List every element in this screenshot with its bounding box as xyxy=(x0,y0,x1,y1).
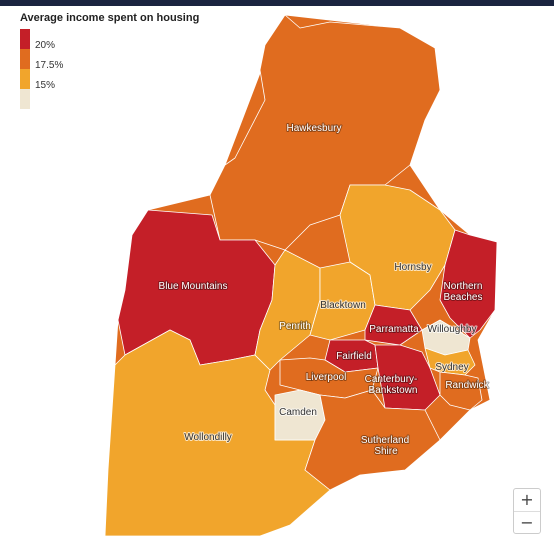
legend-row-20: 20% xyxy=(20,29,199,51)
zoom-in-button[interactable]: + xyxy=(520,490,534,509)
legend-tick-15: 15% xyxy=(35,80,56,91)
top-bar xyxy=(0,0,554,6)
legend-row-17-5: 17.5% xyxy=(20,49,199,71)
region-hornsby[interactable] xyxy=(339,184,456,311)
legend-row-low xyxy=(20,89,199,109)
legend-swatch-20 xyxy=(20,29,30,49)
region-northern-beaches[interactable] xyxy=(439,229,498,339)
legend-swatch-17-5 xyxy=(20,49,30,69)
legend: Average income spent on housing 20% 17.5… xyxy=(20,12,199,109)
legend-row-15: 15% xyxy=(20,69,199,91)
legend-swatch-15 xyxy=(20,69,30,89)
legend-swatch-low xyxy=(20,89,30,109)
region-camden[interactable] xyxy=(274,389,326,441)
zoom-out-button[interactable]: − xyxy=(514,511,540,534)
legend-title: Average income spent on housing xyxy=(20,12,200,24)
legend-tick-17-5: 17.5% xyxy=(35,60,64,71)
region-sydney[interactable] xyxy=(424,347,476,376)
zoom-control: + − xyxy=(513,488,541,534)
region-randwick[interactable] xyxy=(439,371,483,411)
region-hawkesbury[interactable] xyxy=(209,14,441,251)
region-sutherland-shire[interactable] xyxy=(304,389,441,491)
legend-tick-20: 20% xyxy=(35,40,56,51)
